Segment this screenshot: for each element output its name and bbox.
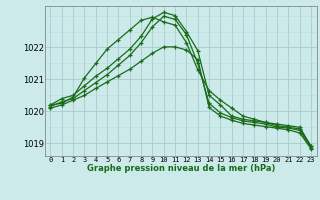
X-axis label: Graphe pression niveau de la mer (hPa): Graphe pression niveau de la mer (hPa) [87, 164, 275, 173]
